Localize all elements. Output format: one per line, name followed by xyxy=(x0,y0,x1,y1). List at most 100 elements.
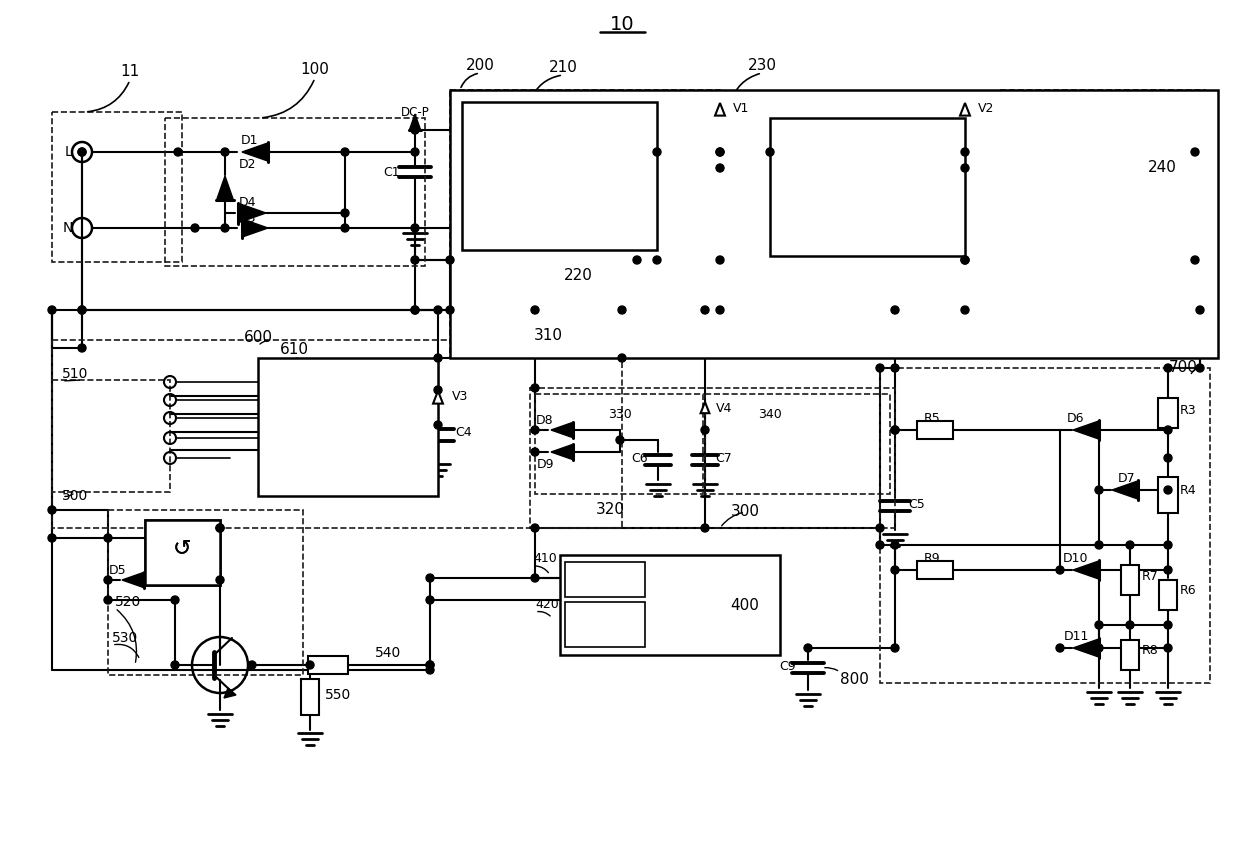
Text: ↺: ↺ xyxy=(172,538,191,558)
Text: V3: V3 xyxy=(453,389,469,403)
Circle shape xyxy=(766,148,774,156)
Circle shape xyxy=(1190,256,1199,264)
Polygon shape xyxy=(409,114,420,130)
Circle shape xyxy=(616,436,624,444)
Text: 320: 320 xyxy=(595,503,625,517)
Bar xyxy=(1159,580,1177,610)
Text: 600: 600 xyxy=(243,331,273,345)
Circle shape xyxy=(961,148,968,156)
Text: R8: R8 xyxy=(1142,644,1158,656)
Circle shape xyxy=(427,666,434,674)
Circle shape xyxy=(1095,486,1104,494)
Text: D3: D3 xyxy=(239,211,257,225)
Circle shape xyxy=(446,256,454,264)
Circle shape xyxy=(104,534,112,542)
Text: C6: C6 xyxy=(631,451,649,465)
Circle shape xyxy=(715,164,724,172)
Bar xyxy=(637,105,1195,353)
Text: 310: 310 xyxy=(533,328,563,343)
Text: R4: R4 xyxy=(1180,483,1197,496)
Text: R3: R3 xyxy=(1180,404,1197,416)
Text: 510: 510 xyxy=(62,367,88,381)
Text: 400: 400 xyxy=(730,598,759,612)
Text: L: L xyxy=(64,145,72,159)
Circle shape xyxy=(892,541,899,549)
Circle shape xyxy=(1164,364,1172,372)
Circle shape xyxy=(341,148,348,156)
Text: 800: 800 xyxy=(839,672,869,688)
Bar xyxy=(918,421,954,439)
Polygon shape xyxy=(960,103,970,115)
Text: 11: 11 xyxy=(120,64,140,80)
Text: C1: C1 xyxy=(383,165,401,178)
Circle shape xyxy=(715,148,724,156)
Bar xyxy=(565,562,645,597)
Bar xyxy=(108,510,303,675)
Polygon shape xyxy=(1073,421,1099,439)
Text: 10: 10 xyxy=(610,15,635,35)
Circle shape xyxy=(434,354,441,362)
Text: 410: 410 xyxy=(533,551,557,565)
Text: 230: 230 xyxy=(748,58,776,72)
Circle shape xyxy=(892,426,899,434)
Circle shape xyxy=(216,524,224,532)
Bar xyxy=(1158,398,1178,428)
Bar xyxy=(565,602,645,647)
Circle shape xyxy=(1056,644,1064,652)
Bar xyxy=(706,394,890,494)
Text: 340: 340 xyxy=(758,409,782,421)
Circle shape xyxy=(174,148,182,156)
Circle shape xyxy=(701,524,709,532)
Circle shape xyxy=(1164,541,1172,549)
Circle shape xyxy=(427,596,434,604)
Circle shape xyxy=(434,306,441,314)
Circle shape xyxy=(410,148,419,156)
Bar xyxy=(770,118,965,256)
Text: V1: V1 xyxy=(733,102,749,114)
Circle shape xyxy=(892,644,899,652)
Circle shape xyxy=(1164,454,1172,462)
Polygon shape xyxy=(433,391,443,404)
Text: 500: 500 xyxy=(62,489,88,503)
Text: 530: 530 xyxy=(112,631,138,645)
Text: 100: 100 xyxy=(300,63,330,77)
Circle shape xyxy=(618,354,626,362)
Circle shape xyxy=(715,256,724,264)
Text: D7: D7 xyxy=(1118,471,1136,484)
Circle shape xyxy=(248,661,255,669)
Text: D4: D4 xyxy=(239,197,257,209)
Circle shape xyxy=(961,306,968,314)
Circle shape xyxy=(1197,306,1204,314)
Bar xyxy=(463,102,657,250)
Bar xyxy=(301,679,319,715)
Text: 550: 550 xyxy=(325,688,351,702)
Bar xyxy=(145,520,219,585)
Text: D6: D6 xyxy=(1068,411,1085,425)
Polygon shape xyxy=(238,204,267,223)
Circle shape xyxy=(171,596,179,604)
Text: 610: 610 xyxy=(279,343,309,358)
Circle shape xyxy=(434,386,441,394)
Circle shape xyxy=(701,426,709,434)
Circle shape xyxy=(427,661,434,669)
Bar xyxy=(880,368,1210,683)
Polygon shape xyxy=(551,444,573,460)
Circle shape xyxy=(531,426,539,434)
Circle shape xyxy=(216,524,224,532)
Circle shape xyxy=(410,256,419,264)
Text: D9: D9 xyxy=(536,459,554,471)
Circle shape xyxy=(410,306,419,314)
Circle shape xyxy=(653,256,661,264)
Circle shape xyxy=(961,164,968,172)
Text: C4: C4 xyxy=(455,427,471,439)
Polygon shape xyxy=(1112,481,1138,499)
Text: C7: C7 xyxy=(715,451,732,465)
Circle shape xyxy=(410,306,419,314)
Text: R7: R7 xyxy=(1142,571,1158,583)
Circle shape xyxy=(341,224,348,232)
Circle shape xyxy=(1164,621,1172,629)
Circle shape xyxy=(1164,644,1172,652)
Bar xyxy=(145,520,219,585)
Text: D1: D1 xyxy=(242,133,259,147)
Polygon shape xyxy=(224,688,236,698)
